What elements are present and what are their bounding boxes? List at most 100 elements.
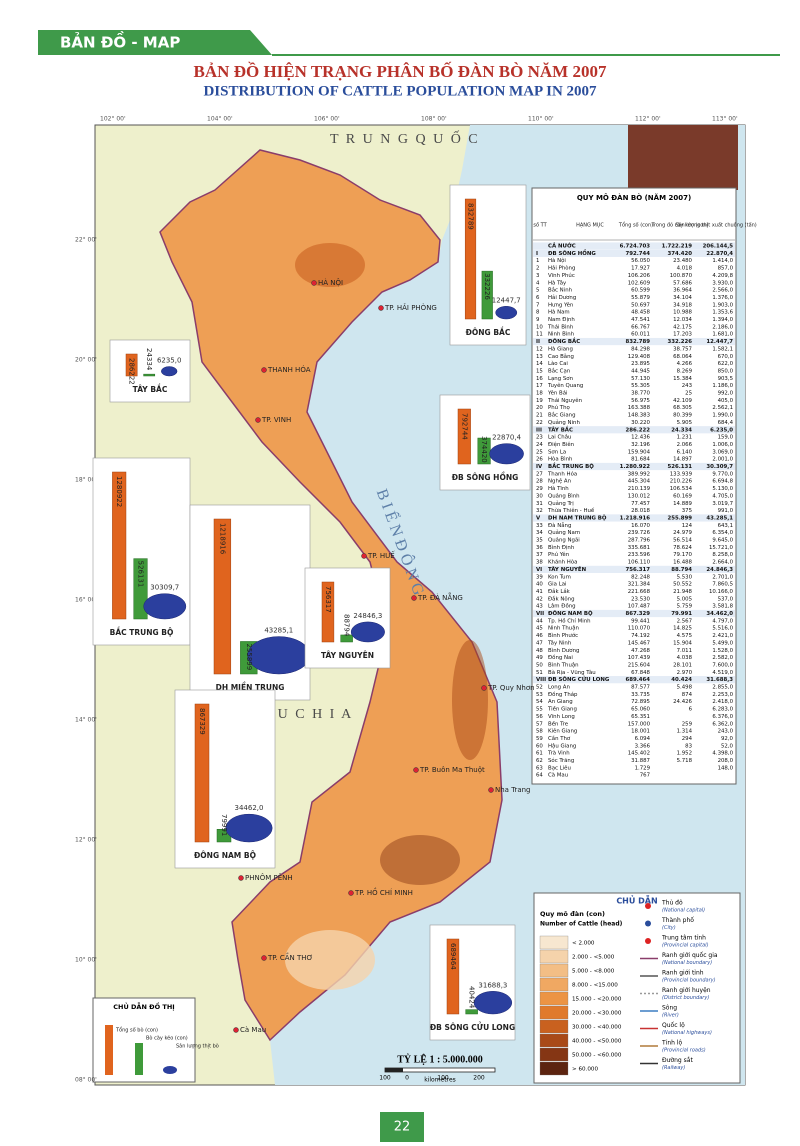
table-cell: 4.209,8 — [712, 273, 733, 279]
table-cell: 44.945 — [631, 368, 650, 374]
table-group-row — [533, 249, 735, 257]
table-cell: Quảng Nam — [548, 529, 580, 536]
table-cell: 24.334 — [671, 427, 692, 433]
table-cell: 6.376,0 — [712, 714, 733, 720]
chart-name: ĐÔNG BẮC — [466, 327, 511, 337]
table-cell: 16.070 — [631, 523, 650, 529]
chart-name: ĐÔNG NAM BỘ — [194, 851, 256, 860]
legend-symbol-label: Thủ đô — [661, 900, 683, 907]
table-cell: 335.681 — [628, 545, 650, 551]
table-cell: 5.498 — [677, 685, 693, 691]
density-southeast — [380, 835, 460, 885]
table-cell: 243 — [682, 383, 692, 389]
city-marker — [488, 787, 494, 793]
table-cell: 8 — [536, 310, 540, 316]
table-cell: 792.744 — [625, 251, 650, 257]
value-label: 255899 — [245, 643, 253, 670]
bar-draft — [481, 270, 493, 320]
table-cell: 32 — [536, 508, 543, 514]
table-cell: 6.094 — [635, 736, 651, 742]
lat-label: 12° 00' — [75, 837, 97, 844]
table-cell: 52,0 — [721, 743, 734, 749]
table-cell: 22.870,4 — [706, 251, 733, 257]
table-header: HẠNG MỤC — [576, 223, 604, 229]
table-cell: VII — [536, 611, 544, 617]
table-cell: 30.220 — [631, 420, 650, 426]
section-label: BẢN ĐỒ - MAP — [60, 30, 180, 52]
table-cell: 4.575 — [677, 633, 692, 639]
table-cell: 38.770 — [631, 391, 650, 397]
city-label: TP. VINH — [261, 416, 291, 424]
table-cell: 28.018 — [631, 508, 650, 514]
value-label: 34462,0 — [235, 804, 264, 812]
legend-symbol-label: Ranh giới quốc gia — [662, 952, 718, 959]
table-cell: ĐB SÔNG HỒNG — [548, 248, 596, 257]
table-cell: 239.726 — [628, 530, 651, 536]
chart-key-swatch — [135, 1043, 143, 1075]
table-cell: 16 — [536, 376, 543, 382]
table-cell: 55.305 — [631, 383, 650, 389]
table-cell: 2.418,0 — [712, 699, 733, 705]
table-cell: 23.530 — [631, 596, 650, 602]
value-label: 756317 — [324, 586, 332, 613]
table-cell: 6.354,0 — [712, 530, 733, 536]
table-cell: 23.895 — [631, 361, 650, 367]
table-cell: Hải Dương — [548, 294, 576, 301]
table-cell: 6.283,0 — [712, 707, 733, 713]
table-cell: Ninh Thuận — [548, 625, 579, 632]
table-cell: 24 — [536, 442, 543, 448]
legend-swatch — [539, 1047, 569, 1062]
table-cell: 58 — [536, 729, 543, 735]
table-cell: 684,4 — [718, 420, 734, 426]
lat-label: 20° 00' — [75, 357, 97, 364]
table-cell: Khánh Hòa — [548, 559, 577, 566]
chart-key-swatch — [105, 1025, 113, 1075]
table-group-row — [533, 676, 735, 684]
table-cell: 57.686 — [673, 280, 692, 286]
value-label: 867329 — [198, 708, 206, 735]
table-cell: 133.939 — [670, 471, 693, 477]
page-number-box — [380, 1112, 424, 1142]
table-cell: 27 — [536, 471, 543, 477]
legend-swatch — [539, 1005, 569, 1020]
table-cell: 23.480 — [673, 258, 692, 264]
table-cell: Vĩnh Long — [548, 714, 575, 720]
table-cell: 756.317 — [625, 567, 650, 573]
city-marker — [378, 305, 384, 311]
value-label: 22870,4 — [492, 434, 521, 442]
table-cell: 537,0 — [718, 596, 734, 602]
scale-label: TỶ LỆ 1 : 5.000.000 — [397, 1052, 483, 1065]
table-cell: 4.266 — [677, 361, 693, 367]
table-cell: Tp. Hồ Chí Minh — [547, 616, 591, 624]
table-cell: 243,0 — [718, 729, 734, 735]
table-cell: 68.064 — [673, 354, 692, 360]
table-cell: 4.519,0 — [712, 670, 733, 676]
table-cell: 36.964 — [673, 288, 692, 294]
legend-symbol — [645, 938, 651, 944]
table-cell: Kiên Giang — [548, 728, 577, 735]
value-label: 43285,1 — [264, 627, 293, 635]
lon-label: 106° 00' — [314, 116, 340, 123]
table-cell: 84.298 — [631, 346, 650, 352]
table-cell: Quảng Ngãi — [548, 537, 580, 544]
legend-symbol-label-en: (District boundary) — [662, 995, 709, 1001]
table-cell: 12.034 — [673, 317, 692, 323]
table-cell: 15.721,0 — [709, 545, 734, 551]
legend-subtitle: Number of Cattle (head) — [540, 921, 623, 928]
city-label: Cà Mau — [240, 1026, 266, 1034]
table-cell: 18.001 — [631, 729, 650, 735]
table-cell: 5 — [536, 288, 539, 294]
table-cell: 19 — [536, 398, 543, 404]
legend-swatch — [539, 977, 569, 992]
table-cell: Kon Tum — [548, 574, 571, 580]
table-cell: 3 — [536, 273, 539, 279]
legend-subtitle: Quy mô đàn (con) — [540, 910, 605, 918]
chart-name: BẮC TRUNG BỘ — [110, 627, 174, 637]
table-cell: 81.684 — [631, 457, 650, 463]
table-cell: 1.218.916 — [620, 515, 651, 521]
table-cell: Hà Tây — [548, 279, 567, 286]
table-cell: 56.514 — [673, 538, 692, 544]
table-cell: Đắk Lắk — [548, 588, 571, 595]
bar-total — [457, 408, 471, 465]
